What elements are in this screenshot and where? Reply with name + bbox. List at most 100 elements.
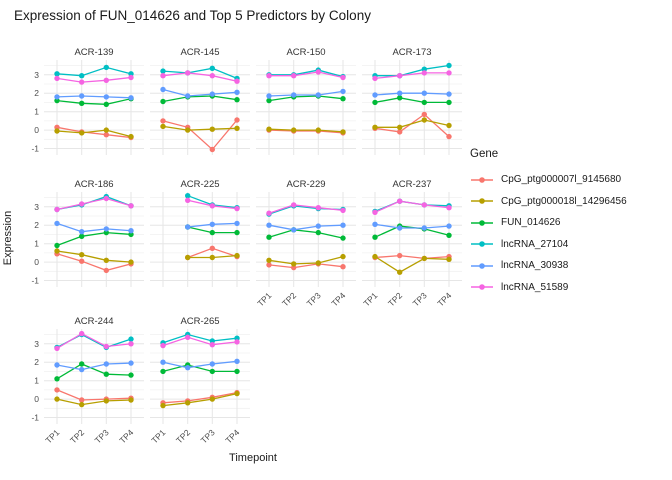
data-point — [372, 75, 378, 82]
data-point — [128, 360, 134, 366]
series-line-CpG_ptg000007l_9145680 — [56, 126, 132, 139]
legend-item: FUN_014626 — [470, 212, 627, 234]
data-point — [340, 207, 346, 214]
facet-strip-label: ACR-139 — [74, 47, 113, 58]
data-point — [421, 111, 427, 118]
legend-key-icon — [471, 198, 493, 205]
data-point — [160, 123, 166, 130]
data-point — [160, 68, 166, 74]
facet-panel-ACR-237: ACR-237 TP1 TP2 TP3 TP4 — [361, 179, 462, 308]
legend-item-label: FUN_014626 — [501, 217, 561, 229]
series-line-CpG_ptg000018l_14296456 — [375, 119, 450, 128]
data-point — [160, 86, 166, 93]
data-point — [79, 330, 85, 337]
x-tick-label: TP2 — [68, 427, 86, 445]
facet-panel-ACR-139: ACR-139 3 2 1 0 -1 — [31, 47, 144, 155]
data-point — [397, 73, 403, 79]
data-point — [446, 232, 452, 238]
y-tick-label: 1 — [34, 376, 39, 386]
facet-panel-ACR-173: ACR-173 — [362, 47, 462, 155]
data-point — [446, 133, 452, 140]
data-point — [397, 225, 403, 231]
data-point — [315, 69, 321, 75]
data-point — [315, 205, 321, 211]
x-tick-label: TP3 — [305, 290, 323, 308]
facet-panel-ACR-265: ACR-265 TP1 TP2 TP3 TP4 — [149, 316, 250, 445]
data-point — [209, 254, 215, 261]
data-point — [291, 227, 297, 233]
legend-key-icon — [471, 262, 493, 269]
y-tick-label: 1 — [34, 239, 39, 249]
legend-item: lncRNA_51589 — [470, 277, 627, 299]
y-tick-label: -1 — [31, 276, 39, 286]
data-point — [103, 361, 110, 367]
data-point — [128, 372, 134, 378]
data-point — [421, 90, 427, 96]
data-point — [54, 396, 60, 402]
series-line-lncRNA_27104 — [56, 66, 132, 77]
data-point — [79, 79, 85, 85]
series-line-FUN_014626 — [162, 364, 237, 373]
series-line-CpG_ptg000018l_14296456 — [56, 129, 132, 138]
data-point — [160, 402, 166, 409]
legend-title: Gene — [470, 148, 499, 160]
data-point — [54, 220, 60, 227]
data-point — [160, 342, 166, 349]
data-point — [185, 70, 191, 76]
legend-key-icon — [471, 284, 493, 291]
series-line-lncRNA_51589 — [268, 204, 344, 214]
facet-panel-ACR-225: ACR-225 — [150, 179, 250, 287]
series-line-FUN_014626 — [268, 229, 344, 239]
x-tick-label: TP1 — [361, 290, 379, 308]
data-point — [421, 202, 427, 208]
data-point — [234, 390, 240, 397]
data-point — [446, 223, 452, 229]
x-tick-label: TP3 — [199, 427, 217, 445]
x-tick-label: TP1 — [255, 290, 273, 308]
y-tick-label: 1 — [34, 107, 39, 117]
data-point — [372, 124, 378, 130]
legend-key-icon — [471, 219, 493, 226]
data-point — [372, 209, 378, 215]
data-point — [209, 361, 215, 367]
data-point — [209, 146, 215, 153]
series-line-lncRNA_27104 — [162, 67, 238, 80]
data-point — [54, 71, 60, 77]
series-line-CpG_ptg000007l_9145680 — [56, 253, 132, 272]
y-tick-label: 2 — [34, 357, 39, 367]
data-point — [340, 235, 346, 241]
chart-title: Expression of FUN_014626 and Top 5 Predi… — [14, 8, 371, 23]
data-point — [209, 396, 215, 402]
data-point — [54, 248, 60, 254]
data-point — [79, 229, 85, 235]
data-point — [340, 74, 346, 81]
legend-item: CpG_ptg000018l_14296456 — [470, 191, 627, 213]
x-tick-label: TP1 — [149, 427, 167, 445]
y-tick-label: 3 — [34, 202, 39, 212]
data-point — [446, 70, 452, 76]
data-point — [54, 387, 60, 393]
data-point — [315, 260, 321, 266]
series-line-lncRNA_27104 — [162, 333, 238, 344]
data-point — [79, 366, 85, 373]
data-point — [397, 252, 403, 259]
data-point — [397, 90, 403, 96]
data-point — [209, 245, 215, 251]
series-line-lncRNA_51589 — [374, 200, 450, 213]
data-point — [79, 258, 85, 264]
data-point — [266, 73, 272, 79]
data-point — [54, 75, 60, 82]
series-line-lncRNA_30938 — [268, 224, 344, 231]
series-line-CpG_ptg000018l_14296456 — [268, 128, 344, 133]
data-point — [266, 234, 272, 240]
legend-key-icon — [471, 176, 493, 183]
facet-strip-label: ACR-225 — [180, 179, 219, 190]
data-point — [185, 93, 191, 99]
facet-panel-ACR-186: ACR-186 3 2 1 0 -1 — [31, 179, 144, 287]
data-point — [372, 92, 378, 98]
data-point — [209, 91, 215, 97]
data-point — [128, 397, 134, 403]
data-point — [54, 128, 60, 134]
series-line-lncRNA_51589 — [162, 72, 238, 82]
